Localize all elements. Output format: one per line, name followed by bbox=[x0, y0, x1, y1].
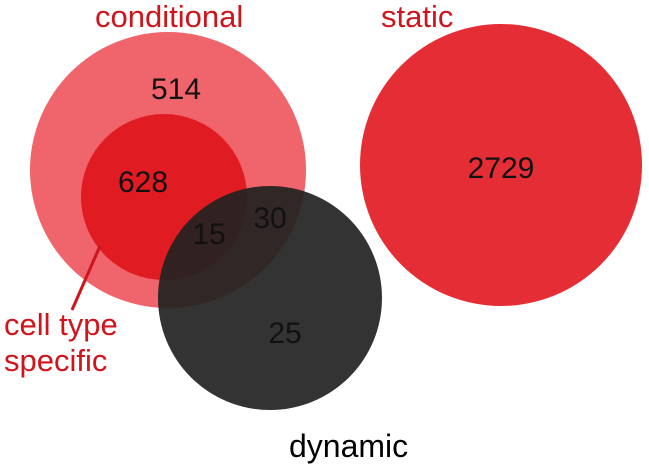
conditional-label: conditional bbox=[95, 0, 243, 34]
conditional-only-count: 514 bbox=[151, 73, 201, 106]
cell-type-specific-only-count: 628 bbox=[118, 166, 168, 199]
cell-type-specific-label-line2: specific bbox=[4, 343, 107, 378]
static-label: static bbox=[381, 0, 453, 34]
dynamic-only-count: 25 bbox=[268, 317, 301, 350]
dynamic-circle bbox=[158, 186, 382, 410]
static-circle bbox=[360, 24, 642, 306]
conditional-dynamic-overlap-count: 30 bbox=[253, 202, 286, 235]
cell-type-dynamic-overlap-count: 15 bbox=[192, 218, 225, 251]
cell-type-specific-label-line1: cell type bbox=[4, 307, 118, 342]
static-only-count: 2729 bbox=[468, 152, 535, 185]
dynamic-label: dynamic bbox=[289, 428, 408, 464]
cell-type-specific-pointer-line bbox=[70, 245, 102, 311]
